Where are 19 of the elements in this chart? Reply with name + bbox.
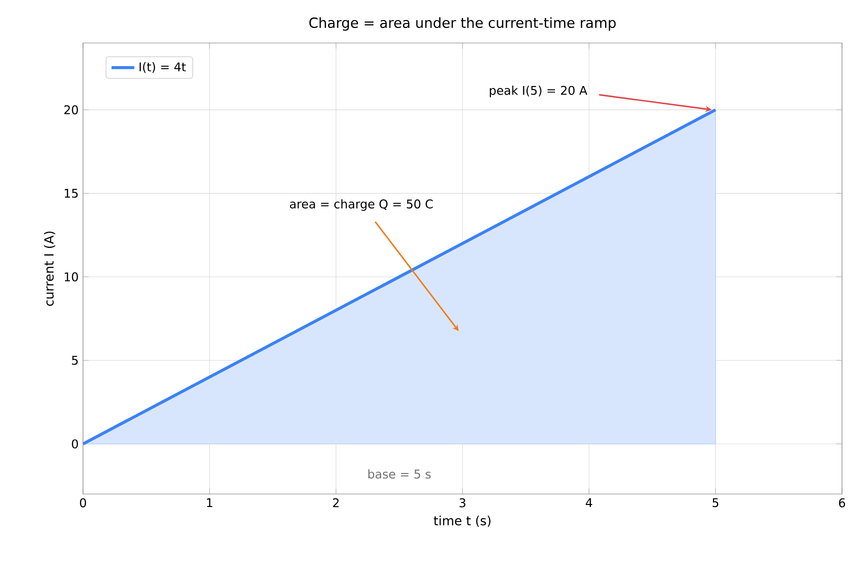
x-tick-label: 5 [712, 498, 718, 508]
y-tick-label: 20 [64, 105, 78, 114]
chart-title: Charge = area under the current-time ramp [309, 17, 616, 31]
y-axis-title: current I (A) [44, 232, 56, 306]
x-tick-label: 3 [460, 498, 466, 508]
y-tick-label: 15 [64, 188, 78, 198]
y-tick-label: 0 [72, 439, 78, 448]
annotation: peak I(5) = 20 A [490, 86, 588, 98]
x-tick-label: 4 [586, 498, 592, 508]
annotation: area = charge Q = 50 C [290, 199, 433, 211]
x-axis-title: time t (s) [434, 516, 490, 527]
x-tick-label: 0 [80, 498, 86, 508]
y-tick-label: 5 [72, 356, 78, 365]
annotation: base = 5 s [368, 469, 431, 479]
x-tick-label: 6 [839, 498, 846, 508]
y-tick-label: 10 [64, 272, 78, 282]
legend-label: I(t) = 4t [140, 62, 186, 73]
x-tick-label: 2 [333, 498, 339, 508]
x-tick-label: 1 [207, 498, 212, 508]
